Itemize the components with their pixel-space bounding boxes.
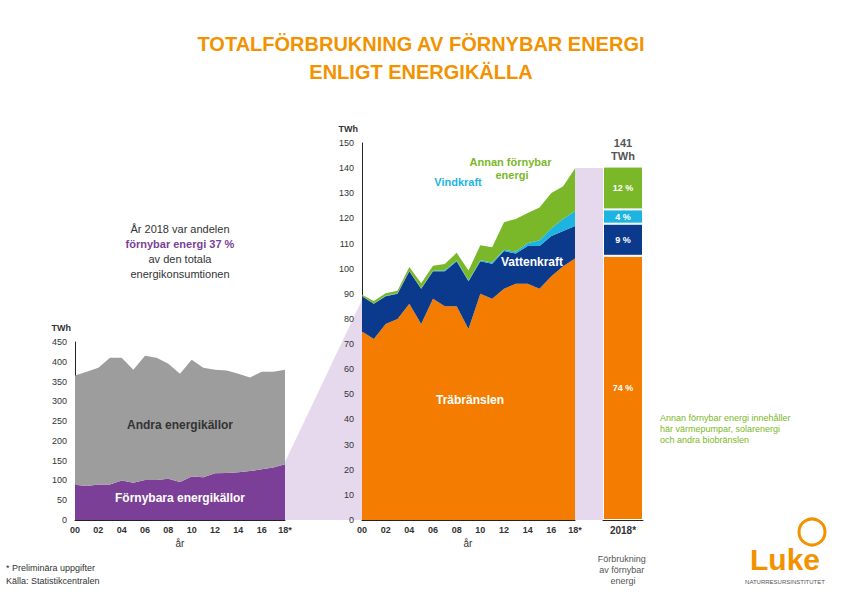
svg-text:04: 04 <box>404 525 414 535</box>
svg-text:TWh: TWh <box>611 150 635 162</box>
svg-text:år: år <box>464 538 474 549</box>
svg-text:450: 450 <box>52 337 67 347</box>
svg-text:TWh: TWh <box>339 124 359 134</box>
svg-text:120: 120 <box>339 213 354 223</box>
svg-text:90: 90 <box>344 289 354 299</box>
svg-text:förnybar energi 37 %: förnybar energi 37 % <box>126 238 235 250</box>
svg-text:TOTALFÖRBRUKNING AV FÖRNYBAR E: TOTALFÖRBRUKNING AV FÖRNYBAR ENERGI <box>197 33 644 55</box>
svg-text:141: 141 <box>614 137 632 149</box>
svg-text:NATURRESURSINSTITUTET: NATURRESURSINSTITUTET <box>745 579 825 585</box>
svg-text:140: 140 <box>339 163 354 173</box>
svg-text:Förnybara energikällor: Förnybara energikällor <box>115 491 245 505</box>
svg-text:TWh: TWh <box>52 323 72 333</box>
svg-text:År 2018 var andelen: År 2018 var andelen <box>130 223 229 235</box>
svg-text:Vattenkraft: Vattenkraft <box>501 255 563 269</box>
svg-text:50: 50 <box>344 389 354 399</box>
svg-text:energi: energi <box>495 169 528 181</box>
svg-text:150: 150 <box>52 456 67 466</box>
svg-text:00: 00 <box>70 525 80 535</box>
svg-text:* Preliminära uppgifter: * Preliminära uppgifter <box>6 563 95 573</box>
svg-text:12: 12 <box>499 525 509 535</box>
svg-text:40: 40 <box>344 414 354 424</box>
svg-text:16: 16 <box>257 525 267 535</box>
svg-text:9 %: 9 % <box>615 235 631 245</box>
svg-text:10: 10 <box>344 490 354 500</box>
svg-text:10: 10 <box>187 525 197 535</box>
svg-text:08: 08 <box>163 525 173 535</box>
svg-text:av förnybar: av förnybar <box>599 565 647 575</box>
svg-text:18*: 18* <box>278 525 292 535</box>
svg-text:2018*: 2018* <box>610 525 636 536</box>
svg-text:16: 16 <box>546 525 556 535</box>
svg-text:74 %: 74 % <box>613 383 634 393</box>
svg-text:år: år <box>176 538 186 549</box>
svg-text:50: 50 <box>57 495 67 505</box>
svg-text:Luke: Luke <box>750 543 820 576</box>
svg-text:Annan förnybar energi innehåll: Annan förnybar energi innehåller <box>660 413 791 423</box>
svg-text:12 %: 12 % <box>613 183 634 193</box>
svg-text:energi: energi <box>610 576 635 586</box>
svg-text:Förbrukning: Förbrukning <box>598 554 649 564</box>
svg-text:02: 02 <box>381 525 391 535</box>
svg-text:Vindkraft: Vindkraft <box>434 176 482 188</box>
svg-text:80: 80 <box>344 314 354 324</box>
svg-text:0: 0 <box>62 515 67 525</box>
svg-text:06: 06 <box>428 525 438 535</box>
svg-text:110: 110 <box>340 239 354 249</box>
svg-text:ENLIGT ENERGIKÄLLA: ENLIGT ENERGIKÄLLA <box>309 61 532 83</box>
svg-text:14: 14 <box>233 525 243 535</box>
svg-text:14: 14 <box>523 525 533 535</box>
svg-text:Andra energikällor: Andra energikällor <box>127 418 233 432</box>
svg-text:150: 150 <box>339 138 354 148</box>
svg-text:30: 30 <box>344 440 354 450</box>
svg-text:av den totala: av den totala <box>149 253 213 265</box>
svg-text:250: 250 <box>52 416 67 426</box>
svg-text:0: 0 <box>349 515 354 525</box>
svg-text:70: 70 <box>344 339 354 349</box>
svg-text:100: 100 <box>52 475 67 485</box>
svg-text:Träbränslen: Träbränslen <box>436 393 504 407</box>
svg-text:och andra biobränslen: och andra biobränslen <box>660 435 749 445</box>
svg-text:4 %: 4 % <box>615 212 631 222</box>
svg-text:10: 10 <box>475 525 485 535</box>
svg-text:08: 08 <box>452 525 462 535</box>
svg-text:60: 60 <box>344 364 354 374</box>
svg-text:20: 20 <box>344 465 354 475</box>
svg-text:12: 12 <box>210 525 220 535</box>
svg-text:Källa: Statistikcentralen: Källa: Statistikcentralen <box>6 576 100 586</box>
svg-text:300: 300 <box>52 396 67 406</box>
svg-text:130: 130 <box>339 188 354 198</box>
svg-text:energikonsumtionen: energikonsumtionen <box>130 268 229 280</box>
svg-text:400: 400 <box>52 357 67 367</box>
svg-text:Annan förnybar: Annan förnybar <box>470 156 555 168</box>
svg-text:350: 350 <box>52 377 67 387</box>
svg-text:00: 00 <box>357 525 367 535</box>
svg-text:02: 02 <box>93 525 103 535</box>
svg-text:06: 06 <box>140 525 150 535</box>
svg-text:här värmepumpar, solarenergi: här värmepumpar, solarenergi <box>660 424 780 434</box>
svg-text:200: 200 <box>52 436 67 446</box>
svg-text:100: 100 <box>339 264 354 274</box>
svg-text:04: 04 <box>117 525 127 535</box>
svg-text:18*: 18* <box>568 525 582 535</box>
